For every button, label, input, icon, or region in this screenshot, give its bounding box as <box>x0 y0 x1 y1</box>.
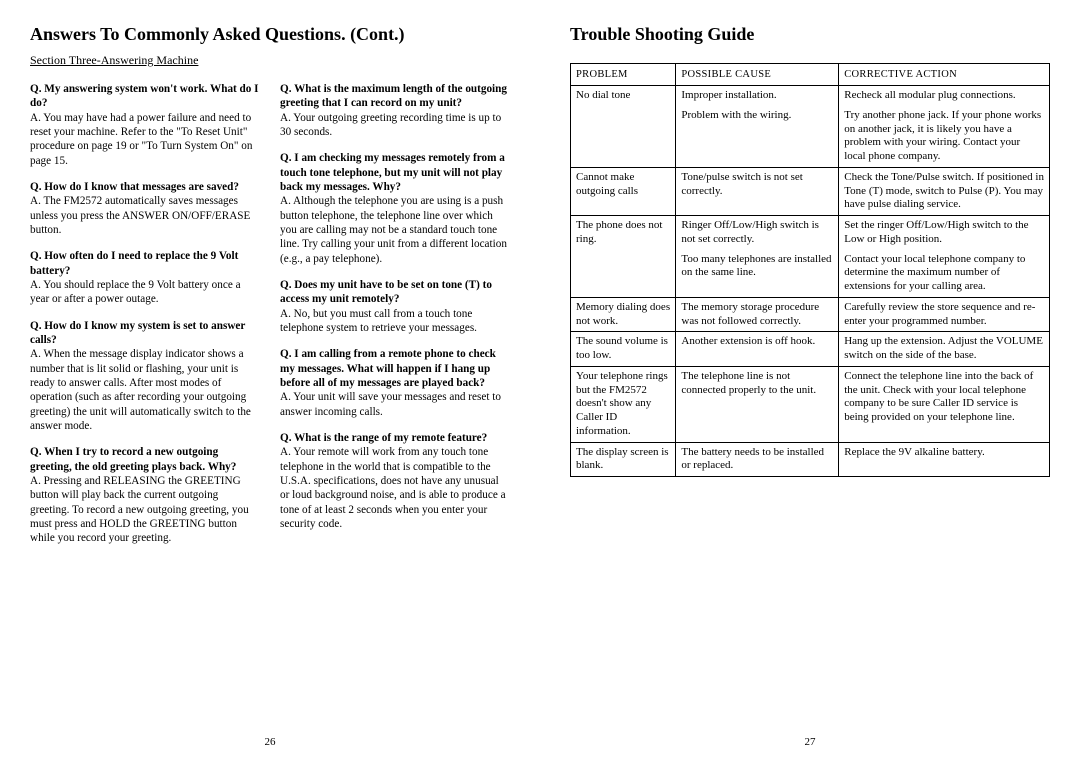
table-cell <box>571 106 676 168</box>
th-problem: PROBLEM <box>571 64 676 86</box>
table-row: The phone does not ring.Ringer Off/Low/H… <box>571 216 1050 250</box>
page-number-left: 26 <box>265 736 276 748</box>
table-cell: Cannot make outgoing calls <box>571 167 676 215</box>
faq-answer: A. Your unit will save your messages and… <box>280 390 510 419</box>
table-cell: The memory storage procedure was not fol… <box>676 297 839 332</box>
table-cell: Ringer Off/Low/High switch is not set co… <box>676 216 839 250</box>
faq-answer: A. When the message display indicator sh… <box>30 347 260 433</box>
table-cell: The phone does not ring. <box>571 216 676 250</box>
left-title: Answers To Commonly Asked Questions. (Co… <box>30 24 510 45</box>
table-cell: Another extension is off hook. <box>676 332 839 367</box>
table-cell <box>571 250 676 298</box>
faq-question: Q. What is the maximum length of the out… <box>280 82 510 111</box>
th-action: CORRECTIVE ACTION <box>839 64 1050 86</box>
faq-question: Q. How often do I need to replace the 9 … <box>30 249 260 278</box>
section-heading: Section Three-Answering Machine <box>30 53 510 68</box>
table-cell: Try another phone jack. If your phone wo… <box>839 106 1050 168</box>
faq-question: Q. How do I know my system is set to ans… <box>30 319 260 348</box>
table-cell: Recheck all modular plug connections. <box>839 86 1050 106</box>
table-cell: Contact your local telephone company to … <box>839 250 1050 298</box>
table-row: No dial toneImproper installation.Rechec… <box>571 86 1050 106</box>
right-title: Trouble Shooting Guide <box>570 24 1050 45</box>
faq-question: Q. When I try to record a new outgoing g… <box>30 445 260 474</box>
faq-question: Q. I am calling from a remote phone to c… <box>280 347 510 390</box>
faq-answer: A. No, but you must call from a touch to… <box>280 307 510 336</box>
faq-question: Q. My answering system won't work. What … <box>30 82 260 111</box>
table-cell: Memory dialing does not work. <box>571 297 676 332</box>
table-row: Problem with the wiring.Try another phon… <box>571 106 1050 168</box>
faq-question: Q. I am checking my messages remotely fr… <box>280 151 510 194</box>
page-right: Trouble Shooting Guide PROBLEM POSSIBLE … <box>540 0 1080 764</box>
faq-question: Q. How do I know that messages are saved… <box>30 180 260 194</box>
troubleshooting-table: PROBLEM POSSIBLE CAUSE CORRECTIVE ACTION… <box>570 63 1050 477</box>
table-row: Memory dialing does not work.The memory … <box>571 297 1050 332</box>
table-cell: No dial tone <box>571 86 676 106</box>
page-left: Answers To Commonly Asked Questions. (Co… <box>0 0 540 764</box>
table-cell: The battery needs to be installed or rep… <box>676 442 839 477</box>
table-cell: Connect the telephone line into the back… <box>839 366 1050 442</box>
faq-answer: A. You should replace the 9 Volt battery… <box>30 278 260 307</box>
faq-answer: A. The FM2572 automatically saves messag… <box>30 194 260 237</box>
page-number-right: 27 <box>805 736 816 748</box>
table-cell: Tone/pulse switch is not set correctly. <box>676 167 839 215</box>
table-cell: Carefully review the store sequence and … <box>839 297 1050 332</box>
faq-col-2: Q. What is the maximum length of the out… <box>280 82 510 558</box>
faq-answer: A. Your remote will work from any touch … <box>280 445 510 531</box>
faq-question: Q. Does my unit have to be set on tone (… <box>280 278 510 307</box>
table-cell: Hang up the extension. Adjust the VOLUME… <box>839 332 1050 367</box>
table-cell: Check the Tone/Pulse switch. If position… <box>839 167 1050 215</box>
th-cause: POSSIBLE CAUSE <box>676 64 839 86</box>
table-row: The display screen is blank.The battery … <box>571 442 1050 477</box>
faq-answer: A. Your outgoing greeting recording time… <box>280 111 510 140</box>
table-cell: The sound volume is too low. <box>571 332 676 367</box>
table-row: Your telephone rings but the FM2572 does… <box>571 366 1050 442</box>
faq-answer: A. Although the telephone you are using … <box>280 194 510 266</box>
table-cell: Your telephone rings but the FM2572 does… <box>571 366 676 442</box>
faq-columns: Q. My answering system won't work. What … <box>30 82 510 558</box>
table-cell: Too many telephones are installed on the… <box>676 250 839 298</box>
faq-answer: A. You may have had a power failure and … <box>30 111 260 168</box>
table-cell: Replace the 9V alkaline battery. <box>839 442 1050 477</box>
faq-col-1: Q. My answering system won't work. What … <box>30 82 260 558</box>
table-row: Too many telephones are installed on the… <box>571 250 1050 298</box>
table-cell: Set the ringer Off/Low/High switch to th… <box>839 216 1050 250</box>
table-cell: Improper installation. <box>676 86 839 106</box>
table-row: Cannot make outgoing callsTone/pulse swi… <box>571 167 1050 215</box>
table-cell: The display screen is blank. <box>571 442 676 477</box>
page-spread: Answers To Commonly Asked Questions. (Co… <box>0 0 1080 764</box>
table-cell: The telephone line is not connected prop… <box>676 366 839 442</box>
faq-question: Q. What is the range of my remote featur… <box>280 431 510 445</box>
table-row: The sound volume is too low.Another exte… <box>571 332 1050 367</box>
table-cell: Problem with the wiring. <box>676 106 839 168</box>
faq-answer: A. Pressing and RELEASING the GREETING b… <box>30 474 260 546</box>
